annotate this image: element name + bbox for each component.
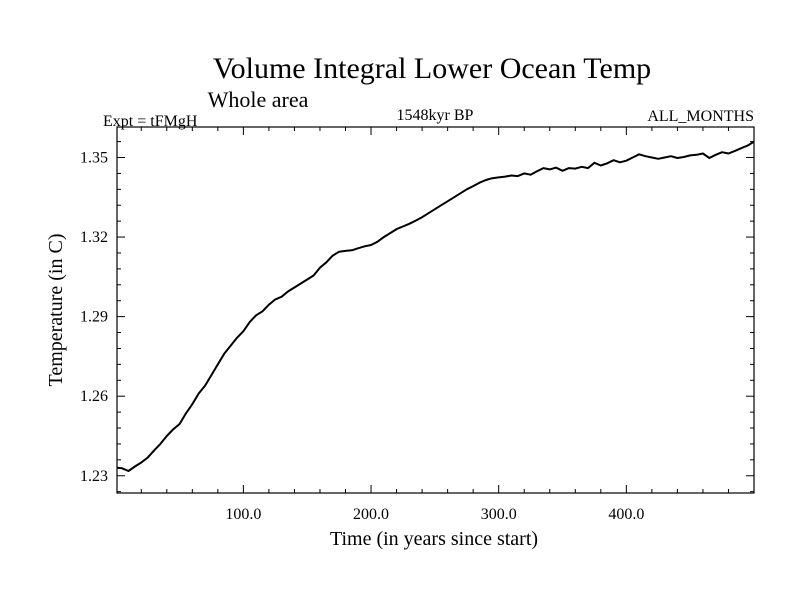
- x-tick-label: 300.0: [481, 506, 517, 523]
- months-label: ALL_MONTHS: [647, 108, 754, 125]
- x-tick-label: 100.0: [225, 506, 261, 523]
- chart-subtitle: Whole area: [208, 87, 309, 112]
- y-tick-label: 1.23: [80, 468, 108, 485]
- plot-frame: [116, 126, 755, 494]
- experiment-label: Expt = tFMgH: [103, 113, 198, 130]
- y-tick-label: 1.32: [80, 229, 108, 246]
- y-tick-label: 1.35: [80, 150, 108, 167]
- x-tick-label: 400.0: [608, 506, 644, 523]
- period-label: 1548kyr BP: [397, 107, 474, 124]
- temperature-series-line: [116, 140, 755, 472]
- y-axis-label: Temperature (in C): [45, 234, 67, 387]
- x-axis-ticks: [140, 127, 755, 493]
- chart-title: Volume Integral Lower Ocean Temp: [213, 52, 651, 85]
- y-tick-label: 1.29: [80, 309, 108, 326]
- y-axis-tick-labels: 1.23 1.26 1.29 1.32 1.35: [80, 150, 108, 485]
- y-tick-label: 1.26: [80, 388, 108, 405]
- x-axis-tick-labels: 100.0 200.0 300.0 400.0: [225, 506, 644, 523]
- y-axis-ticks: [117, 141, 754, 493]
- x-tick-label: 200.0: [353, 506, 389, 523]
- x-axis-label: Time (in years since start): [330, 528, 538, 550]
